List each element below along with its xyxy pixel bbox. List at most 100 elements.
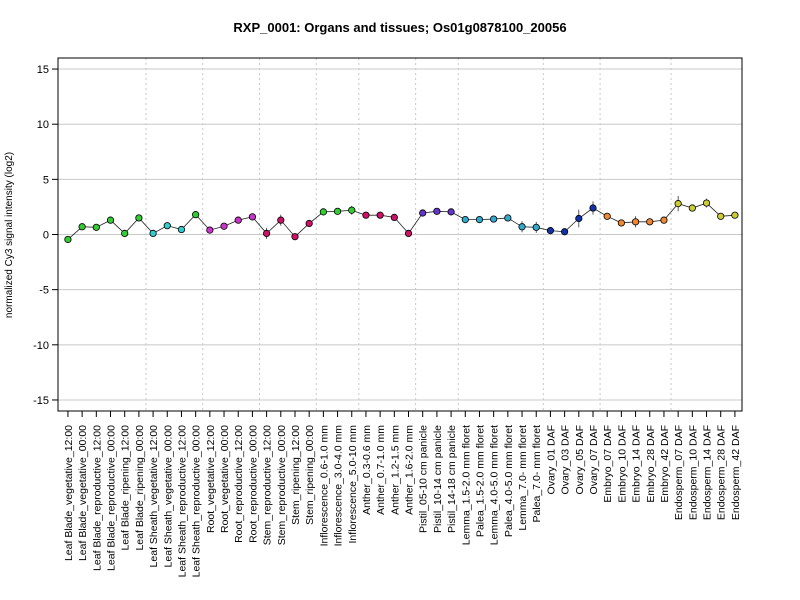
x-tick-label: Palea_7.0- mm floret: [531, 425, 543, 523]
data-point: [532, 223, 540, 231]
x-tick-label: Anther_0.7-1.0 mm: [375, 425, 387, 515]
x-tick-label: Anther_1.6-2.0 mm: [404, 425, 416, 515]
x-tick-label: Inflorescence_3.0-4.0 mm: [333, 425, 345, 547]
data-point: [617, 219, 625, 227]
data-point: [333, 207, 342, 215]
x-tick-label: Leaf Sheath_vegetative_12:00: [148, 425, 160, 568]
x-tick-label: Leaf Blade_reproductive_12:00: [91, 425, 103, 571]
x-tick-label: Endosperm_42 DAF: [730, 425, 742, 520]
x-tick-label: Anther_1.2-1.5 mm: [389, 425, 401, 515]
data-point: [362, 211, 370, 219]
plot-frame: [57, 57, 743, 412]
data-point: [78, 223, 86, 231]
x-tick-label: Leaf Sheath_reproductive_00:00: [191, 425, 203, 578]
x-tick-label: Stem_ripening_00:00: [304, 425, 316, 525]
data-point: [518, 223, 526, 231]
x-tick-label: Leaf Blade_ripening_00:00: [134, 425, 146, 551]
data-point: [149, 229, 157, 237]
y-tick-label: -15: [33, 395, 49, 407]
x-tick-label: Root_vegetative_12:00: [205, 425, 217, 533]
y-axis-label: normalized Cy3 signal intensity (log2): [4, 152, 15, 318]
x-tick-label: Embryo_14 DAF: [631, 425, 643, 503]
data-point: [461, 216, 469, 224]
x-tick-label: Stem_ripening_12:00: [290, 425, 302, 525]
x-tick-label: Lemma_7.0- mm floret: [517, 425, 529, 531]
data-point: [660, 216, 668, 224]
data-point: [447, 208, 455, 216]
x-tick-label: Leaf Blade_ripening_12:00: [120, 425, 132, 551]
x-tick-label: Inflorescence_0.6-1.0 mm: [318, 425, 330, 547]
x-tick-label: Inflorescence_5.0-10 mm: [347, 425, 359, 544]
data-point: [688, 204, 696, 212]
x-tick-label: Palea_4.0-5.0 mm floret: [503, 425, 515, 537]
x-tick-label: Endosperm_28 DAF: [716, 425, 728, 520]
x-tick-label: Pistil_05-10 cm panicle: [418, 425, 430, 533]
axes: -15 -10 -5 0 5 10 15 Leaf Blade_vegetative_12:0…: [33, 64, 742, 577]
x-tick-label: Stem_reproductive_00:00: [276, 425, 288, 545]
data-point: [348, 206, 356, 214]
x-tick-label: Endosperm_07 DAF: [673, 425, 685, 520]
chart-title: RXP_0001: Organs and tissues; Os01g08781…: [233, 20, 566, 35]
x-tick-label: Ovary_01 DAF: [545, 425, 557, 494]
x-tick-label: Embryo_42 DAF: [659, 425, 671, 503]
data-point: [404, 229, 413, 237]
x-tick-label: Endosperm_10 DAF: [687, 425, 699, 520]
x-tick-label: Stem_reproductive_12:00: [262, 425, 274, 545]
x-tick-label: Leaf Blade_vegetative_12:00: [63, 425, 75, 561]
data-point: [433, 207, 441, 215]
data-point: [92, 223, 100, 231]
x-tick-label: Root_reproductive_00:00: [247, 425, 259, 543]
x-tick-label: Pistil_14-18 cm panicle: [446, 425, 458, 533]
x-tick-label: Palea_1.5-2.0 mm floret: [474, 425, 486, 537]
data-point: [561, 228, 569, 236]
data-point: [646, 218, 654, 226]
data-point: [163, 222, 171, 230]
y-tick-label: -10: [33, 340, 49, 352]
data-point: [419, 209, 427, 217]
data-point: [263, 229, 271, 237]
data-point: [64, 235, 72, 244]
data-point: [603, 212, 611, 220]
x-tick-label: Ovary_03 DAF: [560, 425, 572, 494]
y-tick-label: -5: [39, 285, 49, 297]
grid: [58, 58, 742, 411]
data-point: [121, 229, 129, 237]
x-tick-label: Embryo_10 DAF: [616, 425, 628, 503]
data-point: [135, 214, 143, 222]
data-point: [631, 218, 640, 226]
x-tick-label: Lemma_4.0-5.0 mm floret: [489, 425, 501, 545]
data-point: [234, 216, 242, 224]
data-point: [177, 225, 186, 234]
y-tick-label: 10: [37, 119, 49, 131]
y-tick-label: 5: [43, 174, 49, 186]
data-point: [490, 215, 498, 223]
x-tick-label: Ovary_05 DAF: [574, 425, 586, 494]
x-tick-label: Leaf Blade_reproductive_00:00: [106, 425, 118, 571]
x-tick-label: Lemma_1.5-2.0 mm floret: [460, 425, 472, 545]
x-tick-label: Pistil_10-14 cm panicle: [432, 425, 444, 533]
data-point: [277, 216, 285, 224]
data-point: [106, 216, 115, 224]
x-tick-label: Leaf Blade_vegetative_00:00: [77, 425, 89, 561]
data-point: [702, 199, 711, 207]
data-point: [206, 226, 214, 234]
x-tick-label: Endosperm_14 DAF: [702, 425, 714, 520]
data-point: [376, 211, 384, 219]
data-point: [319, 208, 327, 216]
x-tick-label: Embryo_28 DAF: [645, 425, 657, 503]
x-tick-label: Anther_0.3-0.6 mm: [361, 425, 373, 515]
data-point: [390, 213, 398, 222]
data-point: [546, 227, 555, 235]
data-point: [674, 200, 682, 208]
x-tick-label: Root_vegetative_00:00: [219, 425, 231, 533]
data-point: [291, 233, 299, 241]
data-point: [731, 211, 739, 219]
data-point: [504, 214, 512, 222]
x-tick-label: Leaf Sheath_vegetative_00:00: [162, 425, 174, 568]
data-point: [220, 222, 228, 230]
data-point: [248, 213, 257, 221]
data-point: [717, 212, 725, 220]
data-series: [64, 195, 739, 244]
y-tick-label: 15: [37, 64, 49, 76]
